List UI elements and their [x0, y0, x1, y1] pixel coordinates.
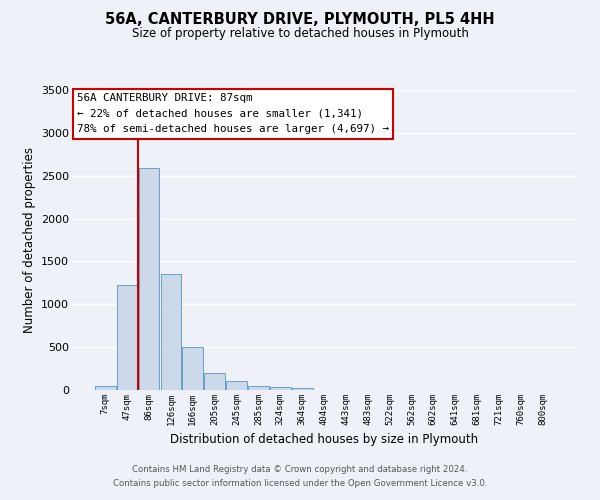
- Bar: [204, 373, 225, 390]
- Text: 56A, CANTERBURY DRIVE, PLYMOUTH, PL5 4HH: 56A, CANTERBURY DRIVE, PLYMOUTH, PL5 4HH: [105, 12, 495, 28]
- Bar: [292, 388, 313, 390]
- Bar: [182, 347, 203, 390]
- Bar: [270, 388, 290, 390]
- Text: Contains HM Land Registry data © Crown copyright and database right 2024.
Contai: Contains HM Land Registry data © Crown c…: [113, 466, 487, 487]
- Text: Distribution of detached houses by size in Plymouth: Distribution of detached houses by size …: [170, 432, 478, 446]
- Text: Size of property relative to detached houses in Plymouth: Size of property relative to detached ho…: [131, 28, 469, 40]
- Text: 56A CANTERBURY DRIVE: 87sqm
← 22% of detached houses are smaller (1,341)
78% of : 56A CANTERBURY DRIVE: 87sqm ← 22% of det…: [77, 93, 389, 134]
- Bar: [95, 386, 116, 390]
- Bar: [226, 380, 247, 390]
- Bar: [161, 274, 181, 390]
- Bar: [139, 168, 160, 390]
- Y-axis label: Number of detached properties: Number of detached properties: [23, 147, 35, 333]
- Bar: [117, 284, 137, 390]
- Bar: [248, 386, 269, 390]
